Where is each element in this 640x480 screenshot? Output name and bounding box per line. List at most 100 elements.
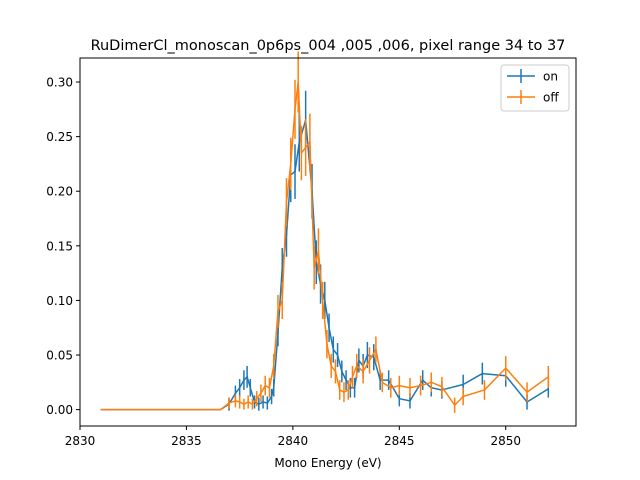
data-point-on bbox=[349, 386, 352, 389]
data-point-on bbox=[379, 379, 381, 381]
data-point-on bbox=[324, 299, 326, 302]
data-point-off bbox=[309, 141, 311, 143]
data-point-off bbox=[453, 404, 456, 407]
data-point-on bbox=[462, 383, 464, 386]
data-point-off bbox=[355, 365, 358, 367]
data-point-on bbox=[262, 401, 264, 403]
data-point-off bbox=[526, 391, 528, 393]
data-point-on bbox=[234, 392, 237, 395]
data-point-off bbox=[243, 403, 245, 405]
data-point-on bbox=[398, 397, 401, 400]
data-point-on bbox=[238, 386, 241, 389]
data-point-off bbox=[100, 408, 103, 411]
data-point-off bbox=[238, 401, 241, 403]
y-tick-label: 0.15 bbox=[46, 239, 73, 253]
data-point-on bbox=[353, 386, 356, 389]
legend-label: on bbox=[543, 70, 558, 84]
data-point-off bbox=[317, 250, 320, 253]
x-tick-label: 2830 bbox=[65, 434, 96, 448]
x-tick-label: 2835 bbox=[171, 434, 202, 448]
data-point-off bbox=[389, 386, 392, 389]
legend: on off bbox=[500, 64, 570, 112]
data-point-on bbox=[481, 372, 484, 375]
data-point-off bbox=[313, 266, 315, 269]
data-point-on bbox=[285, 234, 288, 236]
data-point-off bbox=[228, 402, 230, 404]
data-point-off bbox=[347, 389, 350, 391]
data-point-off bbox=[483, 389, 486, 391]
data-point-on bbox=[328, 326, 330, 329]
data-point-off bbox=[338, 389, 341, 391]
data-point-off bbox=[247, 401, 249, 403]
data-point-off bbox=[281, 299, 284, 302]
x-tick-label: 2845 bbox=[384, 434, 415, 448]
data-point-on bbox=[409, 400, 411, 402]
data-point-off bbox=[381, 381, 384, 384]
data-point-off bbox=[419, 384, 422, 387]
data-point-on bbox=[277, 332, 279, 334]
y-tick-label: 0.10 bbox=[46, 294, 73, 308]
data-point-on bbox=[272, 386, 275, 389]
x-tick-label: 2840 bbox=[278, 434, 309, 448]
data-point-on bbox=[266, 402, 269, 404]
data-point-off bbox=[297, 81, 299, 83]
data-point-on bbox=[345, 379, 347, 381]
data-point-on bbox=[358, 359, 360, 362]
axes-frame bbox=[79, 57, 577, 427]
data-point-off bbox=[255, 397, 258, 400]
data-point-off bbox=[326, 343, 328, 345]
data-point-off bbox=[304, 146, 307, 149]
data-point-off bbox=[430, 381, 433, 384]
data-point-off bbox=[300, 152, 303, 154]
y-tick-label: 0.05 bbox=[46, 349, 73, 363]
data-point-off bbox=[441, 385, 443, 388]
data-point-on bbox=[249, 386, 252, 389]
data-point-on bbox=[246, 376, 248, 378]
y-tick-label: 0.20 bbox=[46, 185, 73, 199]
data-point-off bbox=[368, 359, 371, 362]
data-point-off bbox=[277, 310, 279, 313]
data-point-off bbox=[334, 370, 337, 373]
data-point-on bbox=[270, 395, 273, 398]
data-point-off bbox=[462, 395, 464, 398]
legend-item-off: off bbox=[507, 90, 559, 105]
data-point-off bbox=[234, 400, 237, 402]
data-point-off bbox=[264, 384, 267, 387]
y-tick-label: 0.00 bbox=[46, 403, 73, 417]
data-point-off bbox=[375, 348, 377, 351]
data-point-off bbox=[398, 384, 401, 387]
chart-title: RuDimerCl_monoscan_0p6ps_004 ,005 ,006, … bbox=[91, 38, 566, 54]
y-tick-label: 0.30 bbox=[46, 76, 73, 90]
data-point-off bbox=[362, 370, 364, 373]
data-point-on bbox=[547, 388, 550, 390]
data-point-off bbox=[351, 376, 354, 378]
data-point-off bbox=[219, 408, 222, 411]
legend-box bbox=[500, 64, 570, 112]
data-point-on bbox=[294, 170, 296, 173]
data-point-off bbox=[321, 299, 324, 302]
legend-label: off bbox=[543, 91, 559, 105]
data-point-off bbox=[294, 108, 296, 111]
data-point-off bbox=[268, 386, 271, 389]
data-point-on bbox=[387, 379, 390, 381]
data-point-off bbox=[330, 365, 332, 367]
y-tick-label: 0.25 bbox=[46, 130, 73, 144]
data-point-off bbox=[260, 392, 262, 395]
data-point-on bbox=[332, 348, 335, 351]
data-point-on bbox=[421, 379, 424, 381]
data-point-off bbox=[285, 201, 288, 203]
x-axis-label: Mono Energy (eV) bbox=[274, 456, 381, 470]
data-point-off bbox=[547, 376, 550, 378]
legend-item-on: on bbox=[507, 69, 558, 84]
data-point-on bbox=[372, 356, 375, 359]
axis-ticks: 2830 2835 2840 2845 2850 0.00 0.05 0.10 0.15 0.20… bbox=[46, 76, 521, 448]
data-point-on bbox=[366, 354, 369, 356]
series-off bbox=[100, 51, 550, 413]
data-point-off bbox=[504, 367, 507, 369]
data-point-on bbox=[258, 403, 260, 405]
data-point-on bbox=[281, 266, 284, 269]
data-point-on bbox=[298, 141, 301, 143]
data-point-on bbox=[336, 354, 339, 356]
data-point-off bbox=[251, 403, 254, 405]
